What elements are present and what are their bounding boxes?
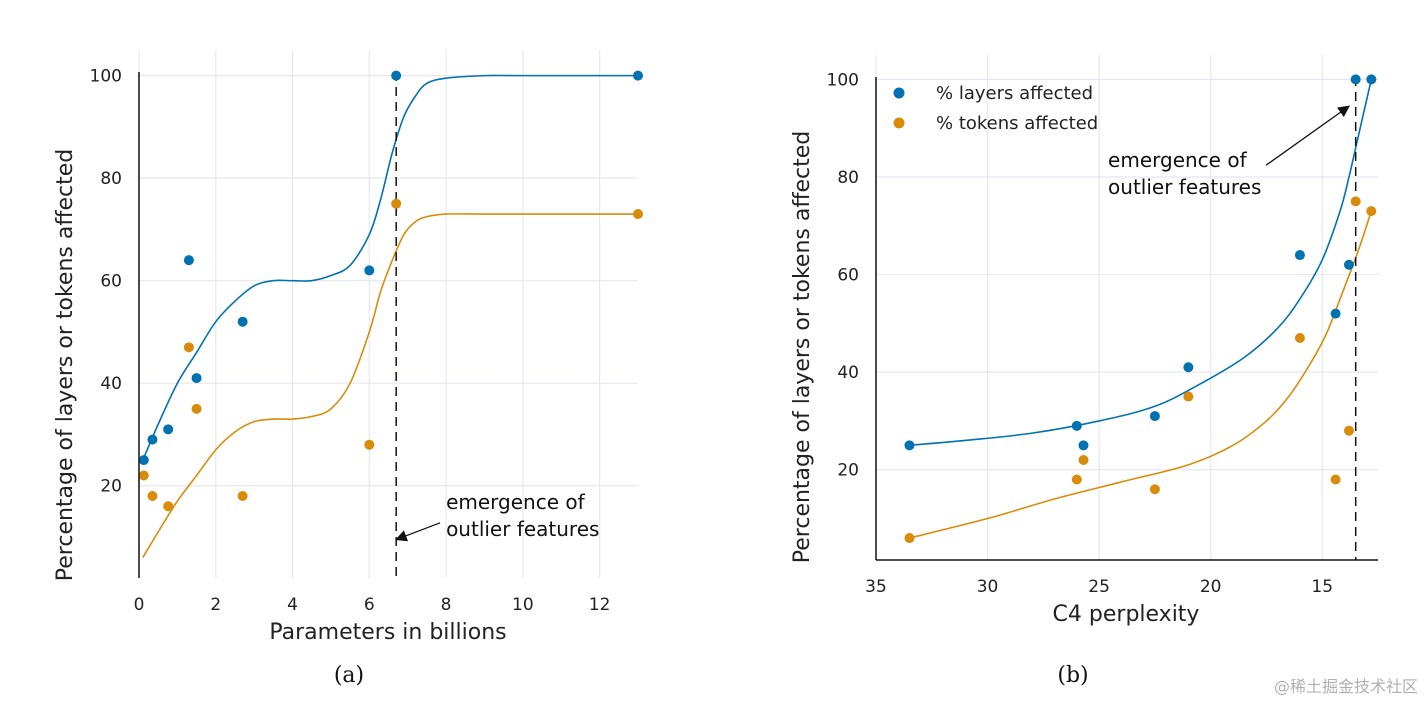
data-point-series-0 bbox=[364, 265, 375, 276]
data-point-series-1 bbox=[904, 533, 915, 544]
data-points-a bbox=[138, 70, 643, 512]
x-tick-label: 25 bbox=[1088, 577, 1110, 597]
data-point-series-1 bbox=[1071, 474, 1082, 485]
y-tick-label: 40 bbox=[837, 363, 859, 383]
data-point-series-0 bbox=[163, 424, 174, 435]
y-tick-label: 60 bbox=[100, 272, 122, 292]
data-point-series-0 bbox=[147, 434, 158, 445]
x-axis-label-b: C4 perplexity bbox=[1053, 602, 1200, 627]
data-point-series-1 bbox=[1350, 196, 1361, 207]
data-point-series-0 bbox=[1330, 308, 1341, 319]
data-point-series-0 bbox=[391, 70, 402, 81]
tick-labels-a: 0 2 4 6 8 10 12 20 40 60 80 100 bbox=[90, 67, 611, 615]
data-point-series-0 bbox=[191, 373, 202, 384]
annotation-arrow bbox=[395, 522, 441, 542]
data-points-b bbox=[904, 74, 1377, 544]
data-point-series-0 bbox=[1366, 74, 1377, 85]
x-tick-label: 30 bbox=[977, 577, 999, 597]
x-tick-label: 8 bbox=[441, 595, 452, 615]
data-point-series-1 bbox=[364, 439, 375, 450]
annotation-text-line: emergence of bbox=[446, 490, 586, 514]
annotation-text-line: emergence of bbox=[1108, 148, 1248, 172]
y-tick-label: 80 bbox=[837, 168, 859, 188]
fit-curve-series-0 bbox=[909, 79, 1373, 447]
fit-curve-series-1 bbox=[909, 210, 1373, 539]
fit-curves-b bbox=[909, 79, 1373, 539]
data-point-series-0 bbox=[1071, 420, 1082, 431]
data-point-series-1 bbox=[1078, 454, 1089, 465]
data-point-series-0 bbox=[183, 255, 194, 266]
data-point-series-0 bbox=[1078, 440, 1089, 451]
data-point-series-1 bbox=[1330, 474, 1341, 485]
data-point-series-0 bbox=[1294, 250, 1305, 261]
y-tick-label: 80 bbox=[100, 169, 122, 189]
x-axis-label-a: Parameters in billions bbox=[269, 620, 506, 645]
axes-b bbox=[875, 77, 1378, 561]
data-point-series-0 bbox=[237, 316, 248, 327]
y-tick-label: 20 bbox=[100, 477, 122, 497]
chart-panel-b: 35 30 25 20 15 20 40 60 80 100 C4 perplexity Perc… bbox=[790, 55, 1378, 688]
data-point-series-0 bbox=[1149, 411, 1160, 422]
chart-panel-a: 0 2 4 6 8 10 12 20 40 60 80 100 Parameters in billi… bbox=[53, 50, 643, 688]
data-point-series-1 bbox=[391, 198, 402, 209]
data-point-series-0 bbox=[138, 455, 149, 466]
data-point-series-1 bbox=[1366, 206, 1377, 217]
legend-b: % layers affected % tokens affected bbox=[893, 83, 1098, 134]
data-point-series-0 bbox=[904, 440, 915, 451]
grid-a bbox=[138, 50, 638, 578]
x-tick-label: 15 bbox=[1311, 577, 1333, 597]
data-point-series-1 bbox=[1183, 391, 1194, 402]
y-axis-label-b: Percentage of layers or tokens affected bbox=[790, 131, 815, 563]
data-point-series-0 bbox=[1343, 259, 1354, 270]
data-point-series-0 bbox=[1350, 74, 1361, 85]
fit-curves-a bbox=[142, 74, 638, 558]
data-point-series-1 bbox=[183, 342, 194, 353]
fit-curve-series-1 bbox=[142, 213, 638, 558]
data-point-series-1 bbox=[1343, 425, 1354, 436]
legend-entry: % tokens affected bbox=[936, 113, 1098, 134]
fit-curve-series-0 bbox=[142, 74, 638, 461]
annotation-a: emergence of outlier features bbox=[395, 490, 599, 542]
x-tick-label: 0 bbox=[134, 595, 145, 615]
y-tick-label: 20 bbox=[837, 461, 859, 481]
x-tick-label: 20 bbox=[1200, 577, 1222, 597]
x-tick-label: 2 bbox=[210, 595, 221, 615]
data-point-series-1 bbox=[1294, 332, 1305, 343]
x-tick-label: 4 bbox=[287, 595, 298, 615]
data-point-series-1 bbox=[633, 209, 643, 220]
data-point-series-1 bbox=[237, 490, 248, 501]
tick-labels-b: 35 30 25 20 15 20 40 60 80 100 bbox=[827, 70, 1333, 597]
data-point-series-0 bbox=[633, 70, 643, 81]
x-tick-label: 12 bbox=[589, 595, 611, 615]
legend-marker bbox=[893, 87, 905, 99]
caption-a: (a) bbox=[334, 663, 364, 688]
annotation-b: emergence of outlier features bbox=[1108, 105, 1350, 199]
annotation-arrow bbox=[1265, 105, 1350, 166]
y-axis-label-a: Percentage of layers or tokens affected bbox=[53, 149, 78, 581]
y-tick-label: 40 bbox=[100, 374, 122, 394]
x-tick-label: 6 bbox=[364, 595, 375, 615]
data-point-series-1 bbox=[138, 470, 149, 481]
data-point-series-0 bbox=[1183, 362, 1194, 373]
y-tick-label: 100 bbox=[827, 70, 859, 90]
data-point-series-1 bbox=[147, 490, 158, 501]
caption-b: (b) bbox=[1057, 663, 1088, 688]
annotation-text-line: outlier features bbox=[446, 517, 599, 541]
x-tick-label: 35 bbox=[865, 577, 887, 597]
legend-marker bbox=[893, 117, 905, 129]
watermark: @稀土掘金技术社区 bbox=[1274, 677, 1418, 696]
legend-entry: % layers affected bbox=[936, 83, 1093, 104]
data-point-series-1 bbox=[1149, 484, 1160, 495]
y-tick-label: 60 bbox=[837, 266, 859, 286]
x-tick-label: 10 bbox=[512, 595, 534, 615]
data-point-series-1 bbox=[163, 501, 174, 512]
data-point-series-1 bbox=[191, 403, 202, 414]
y-tick-label: 100 bbox=[90, 67, 122, 87]
annotation-text-line: outlier features bbox=[1108, 175, 1261, 199]
